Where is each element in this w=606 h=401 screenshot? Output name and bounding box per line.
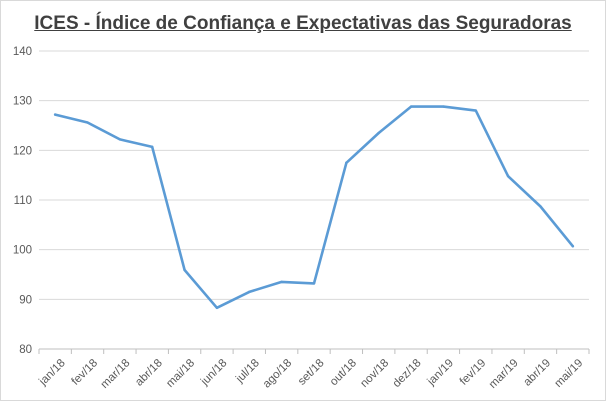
data-point xyxy=(442,105,445,108)
data-point xyxy=(53,113,57,116)
y-tick-label: 80 xyxy=(19,344,32,356)
x-tick-label: fev/18 xyxy=(70,357,101,388)
y-tick-label: 120 xyxy=(13,145,32,157)
data-point xyxy=(248,290,251,294)
x-tick-label: set/18 xyxy=(296,357,327,388)
x-tick-label: jun/18 xyxy=(198,357,229,388)
x-tick-label: fev/19 xyxy=(458,357,489,388)
y-tick-label: 110 xyxy=(14,195,32,207)
x-tick-label: mar/18 xyxy=(99,357,133,391)
y-tick-label: 140 xyxy=(13,46,32,58)
y-tick-label: 100 xyxy=(13,245,32,257)
x-tick-label: jan/19 xyxy=(425,357,456,388)
x-tick-label: out/18 xyxy=(328,357,359,388)
x-tick-label: mai/19 xyxy=(553,357,586,390)
data-point xyxy=(215,306,219,309)
data-point xyxy=(474,109,477,112)
data-point xyxy=(312,282,316,285)
x-tick-label: nov/18 xyxy=(358,357,391,390)
y-tick-label: 130 xyxy=(13,96,32,108)
x-tick-label: mar/19 xyxy=(487,357,521,391)
data-point xyxy=(183,268,186,272)
x-tick-label: mai/18 xyxy=(164,357,197,390)
x-tick-label: dez/18 xyxy=(391,357,424,390)
data-point xyxy=(506,174,510,178)
chart-title: ICES - Índice de Confiança e Expectativa… xyxy=(34,13,572,34)
x-tick-label: abr/19 xyxy=(522,357,554,389)
data-point xyxy=(345,161,348,164)
series-line-0 xyxy=(53,105,575,310)
data-point xyxy=(86,121,89,124)
data-point xyxy=(280,280,283,284)
y-tick-label: 90 xyxy=(19,294,32,306)
data-point xyxy=(118,138,122,141)
x-tick-label: ago/18 xyxy=(261,357,294,390)
data-point xyxy=(539,205,542,208)
x-tick-label: jan/18 xyxy=(36,357,67,388)
data-point xyxy=(377,131,380,135)
x-tick-label: jul/18 xyxy=(233,357,262,386)
data-point xyxy=(571,244,575,248)
data-point xyxy=(409,105,413,108)
data-point xyxy=(151,145,154,149)
x-tick-label: abr/18 xyxy=(133,357,165,389)
